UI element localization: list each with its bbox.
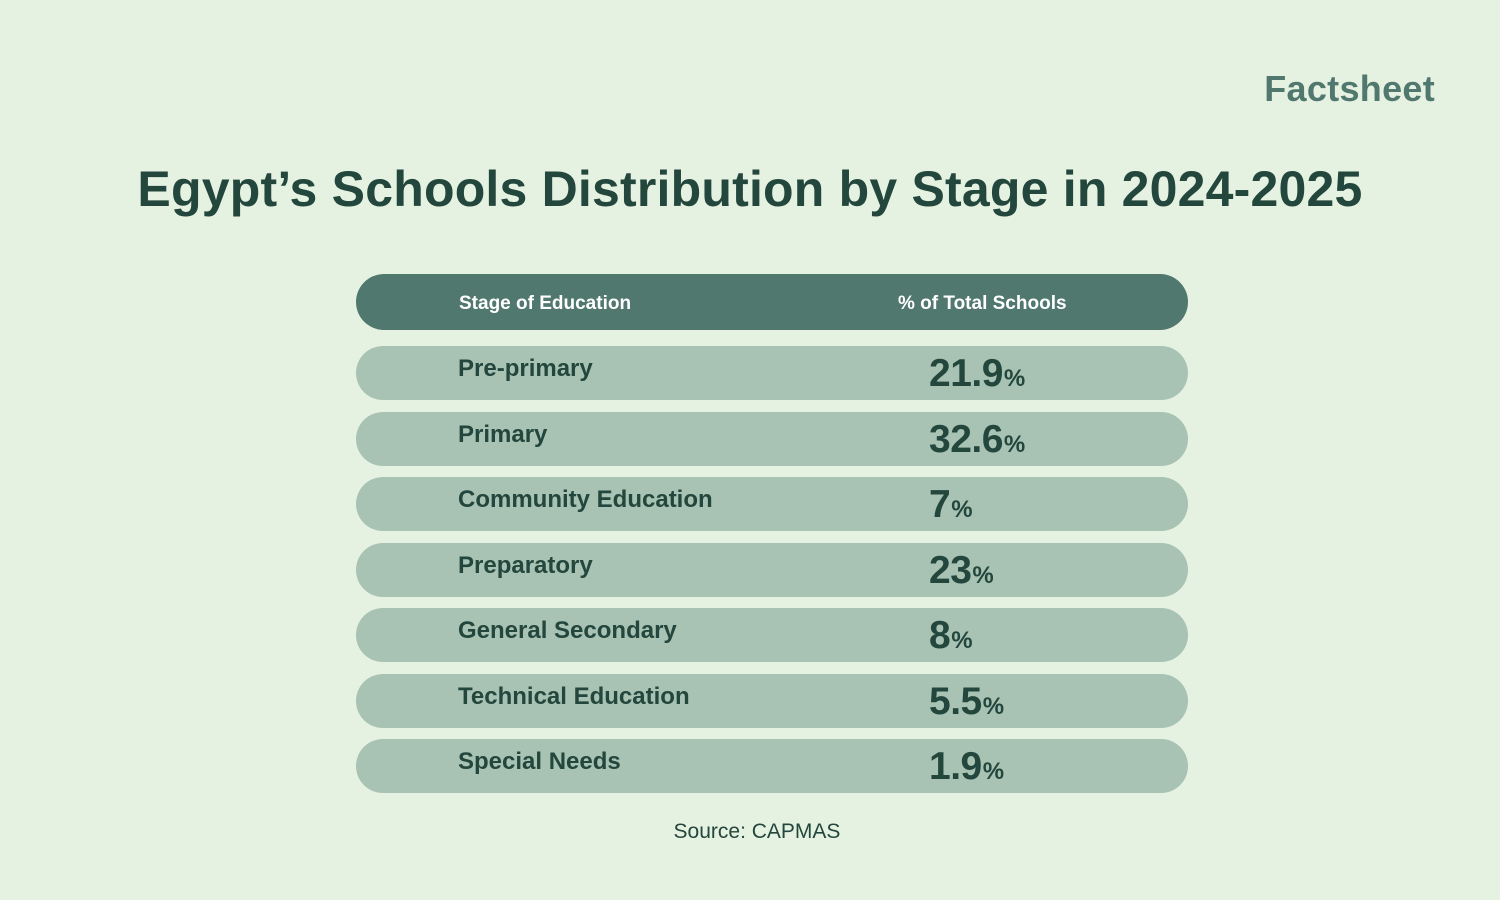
percent-sign: % xyxy=(951,627,973,654)
row-stage-label: Technical Education xyxy=(458,682,690,710)
brand-logo-text: Factsheet xyxy=(1264,68,1435,109)
table-header: Stage of Education % of Total Schools xyxy=(356,274,1188,330)
percent-sign: % xyxy=(972,561,994,589)
percent-number: 23 xyxy=(929,548,972,592)
row-percent-value: 1.9% xyxy=(929,739,1004,803)
percent-sign: % xyxy=(982,758,1005,785)
percent-sign: % xyxy=(1003,430,1026,458)
percent-number: 5.5 xyxy=(929,679,982,723)
table-row: General Secondary 8% xyxy=(356,608,1188,662)
table-body: Pre-primary 21.9% Primary 32.6% Community Ed… xyxy=(356,346,1188,793)
table-row: Preparatory 23% xyxy=(356,542,1188,597)
row-stage-label: Preparatory xyxy=(458,551,593,579)
row-percent-value: 7% xyxy=(929,477,973,541)
percent-number: 21.9 xyxy=(929,352,1003,395)
row-percent-value: 23% xyxy=(929,543,994,607)
row-percent-value: 21.9% xyxy=(929,346,1025,410)
chart-title: Egypt’s Schools Distribution by Stage in… xyxy=(137,161,1363,217)
row-stage-label: Community Education xyxy=(458,486,713,513)
percent-sign: % xyxy=(1003,365,1026,392)
header-stage: Stage of Education xyxy=(459,293,632,314)
source-note: Source: CAPMAS xyxy=(673,820,841,843)
percent-number: 32.6 xyxy=(929,417,1003,461)
row-stage-label: Pre-primary xyxy=(458,355,593,382)
table-row: Pre-primary 21.9% xyxy=(356,346,1188,400)
table-row: Special Needs 1.9% xyxy=(356,739,1188,793)
row-percent-value: 5.5% xyxy=(929,674,1004,738)
table-row: Technical Education 5.5% xyxy=(356,673,1188,728)
percent-sign: % xyxy=(982,692,1005,720)
row-stage-label: General Secondary xyxy=(458,617,677,644)
percent-number: 8 xyxy=(929,614,951,657)
row-percent-value: 32.6% xyxy=(929,412,1025,476)
row-stage-label: Special Needs xyxy=(458,748,621,775)
percent-number: 1.9 xyxy=(929,745,982,788)
table-row: Community Education 7% xyxy=(356,477,1188,531)
row-stage-label: Primary xyxy=(458,420,548,448)
table-row: Primary 32.6% xyxy=(356,411,1188,466)
percent-sign: % xyxy=(951,496,973,523)
percent-number: 7 xyxy=(929,483,951,526)
data-table: Stage of Education % of Total Schools Pr… xyxy=(356,274,1188,805)
header-percent: % of Total Schools xyxy=(898,293,1067,314)
row-percent-value: 8% xyxy=(929,608,973,672)
